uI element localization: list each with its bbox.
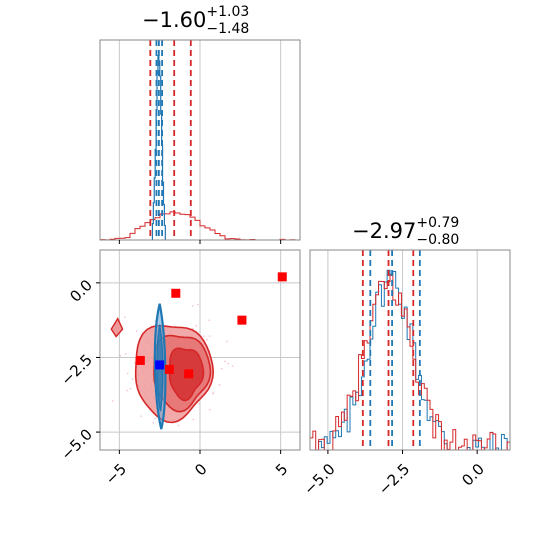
contour-sample-point: [231, 365, 234, 367]
title-right-value: −2.97: [352, 219, 417, 243]
contour-red-island: [110, 317, 124, 338]
contour-red-marker: [164, 364, 174, 374]
title-right: −2.97 +0.79 −0.80: [352, 215, 459, 248]
contour-ytick-label: −5.0: [58, 425, 96, 463]
title-right-upper: +0.79: [416, 215, 460, 231]
right-hist-xtick-label: −5.0: [300, 460, 338, 498]
right-hist-xtick-label: −2.5: [375, 460, 413, 498]
contour-sample-point: [209, 408, 211, 411]
contour-xtick-label: −5: [102, 460, 130, 488]
contour-sample-point: [177, 424, 180, 427]
contour-sample-point: [226, 340, 228, 343]
contour-red-marker: [277, 272, 287, 282]
contour-sample-point: [129, 387, 132, 390]
contour-sample-point: [140, 415, 143, 418]
contour-sample-point: [119, 354, 122, 357]
contour-sample-point: [135, 330, 138, 333]
contour-red-marker: [135, 355, 145, 365]
right-hist-red-series: [309, 274, 511, 451]
contour-sample-point: [192, 418, 195, 421]
right-hist-frame: [309, 249, 511, 451]
contour-xtick-label: 0: [191, 460, 210, 479]
contour-sample-point: [126, 389, 128, 392]
contour-xtick-label: 5: [272, 460, 291, 479]
contour-sample-point: [152, 421, 155, 424]
contour-red-marker: [184, 369, 194, 379]
contour-sample-point: [154, 417, 156, 420]
right-hist-background: [310, 250, 510, 450]
contour-sample-point: [212, 392, 215, 395]
contour-sample-point: [123, 316, 126, 319]
contour-sample-point: [192, 327, 194, 330]
contour-sample-point: [224, 360, 226, 363]
contour-ytick-label: −2.5: [58, 351, 96, 389]
contour-sample-point: [206, 338, 208, 341]
contour-ytick-label: 0.0: [66, 276, 96, 306]
title-top-upper: +1.03: [206, 4, 250, 20]
contour-red-marker: [237, 315, 247, 325]
contour-red-marker: [171, 288, 181, 298]
right-hist-xtick-label: 0.0: [458, 460, 488, 490]
contour-sample-point: [220, 367, 223, 370]
contour-sample-point: [133, 362, 136, 364]
contour-sample-point: [124, 353, 127, 355]
contour-sample-point: [208, 335, 211, 337]
contour-blue-marker: [155, 360, 165, 370]
contour-sample-point: [111, 400, 114, 402]
title-right-lower: −0.80: [416, 232, 460, 248]
title-top-lower: −1.48: [206, 21, 250, 37]
title-top: −1.60 +1.03 −1.48: [142, 4, 249, 37]
contour-sample-point: [126, 372, 129, 375]
contour-sample-point: [227, 362, 230, 365]
contour-sample-point: [195, 324, 198, 327]
contour-sample-point: [203, 335, 205, 338]
title-top-value: −1.60: [142, 8, 207, 32]
contour-sample-point: [191, 304, 194, 307]
contour-sample-point: [208, 319, 211, 322]
contour-sample-point: [198, 403, 201, 405]
top-hist-blue-series: [151, 54, 166, 240]
contour-sample-point: [218, 383, 221, 386]
contour-sample-point: [131, 378, 134, 380]
contour-sample-point: [197, 303, 199, 306]
